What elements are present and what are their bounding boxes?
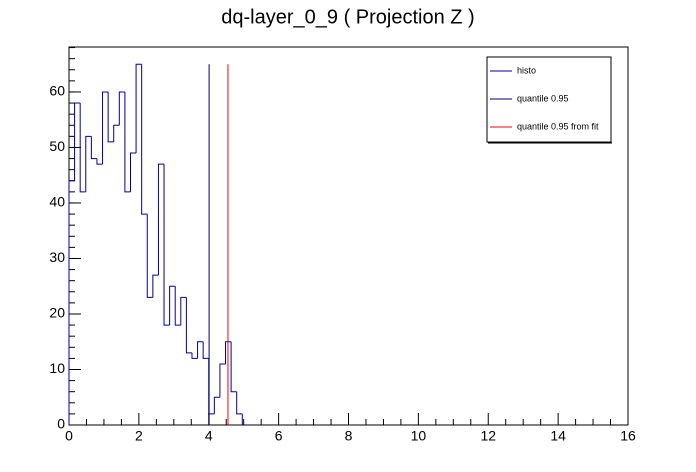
histogram-bin [219,363,226,398]
histogram-bin [225,341,232,364]
y-tick-label: 10 [49,360,65,376]
histogram-bin [230,341,237,393]
histogram-bin [113,124,120,142]
histogram-bin [169,285,176,326]
y-tick-label: 40 [49,194,65,210]
histogram-bin [118,91,125,126]
histogram-bin [157,163,165,276]
x-tick-label: 6 [275,428,283,444]
histogram-bin [213,396,220,414]
legend-label: quantile 0.95 [517,93,569,103]
histogram-bin [135,63,142,154]
x-tick-label: 16 [620,428,636,444]
histogram-bin [102,91,109,165]
histogram-bin [79,103,86,193]
histogram-bin [74,102,81,181]
histogram-bin [124,91,131,193]
histogram-bin [163,164,170,326]
histogram-bin [141,64,148,215]
histogram-bin [180,296,187,326]
histogram-bin [85,135,92,192]
histogram-bin [202,341,209,359]
y-tick-label: 60 [49,83,65,99]
histogram-bin [107,91,114,143]
histogram-bin [68,180,75,425]
histogram-bin [96,158,103,165]
histogram-bin [185,297,192,354]
histogram-bin [152,274,159,298]
x-tick-label: 14 [550,428,566,444]
x-tick-label: 10 [411,428,427,444]
histogram-bin [174,286,181,326]
legend-label: histo [517,65,536,75]
y-tick-label: 0 [57,416,65,432]
x-tick-label: 2 [135,428,143,444]
y-tick-label: 20 [49,305,65,321]
y-tick-label: 30 [49,249,65,265]
x-tick-label: 12 [480,428,496,444]
x-tick-label: 0 [65,428,73,444]
legend-label: quantile 0.95 from fit [517,121,599,131]
x-tick-label: 4 [205,428,213,444]
chart-title: dq-layer_0_9 ( Projection Z ) [221,6,474,28]
histogram-bin [90,136,97,160]
x-tick-label: 8 [345,428,353,444]
histogram-bin [197,341,204,359]
y-tick-label: 50 [49,138,65,154]
histogram-bin [191,352,198,359]
histogram-bin [129,152,137,192]
histogram-bin [236,391,243,415]
histogram-bin [146,214,153,298]
